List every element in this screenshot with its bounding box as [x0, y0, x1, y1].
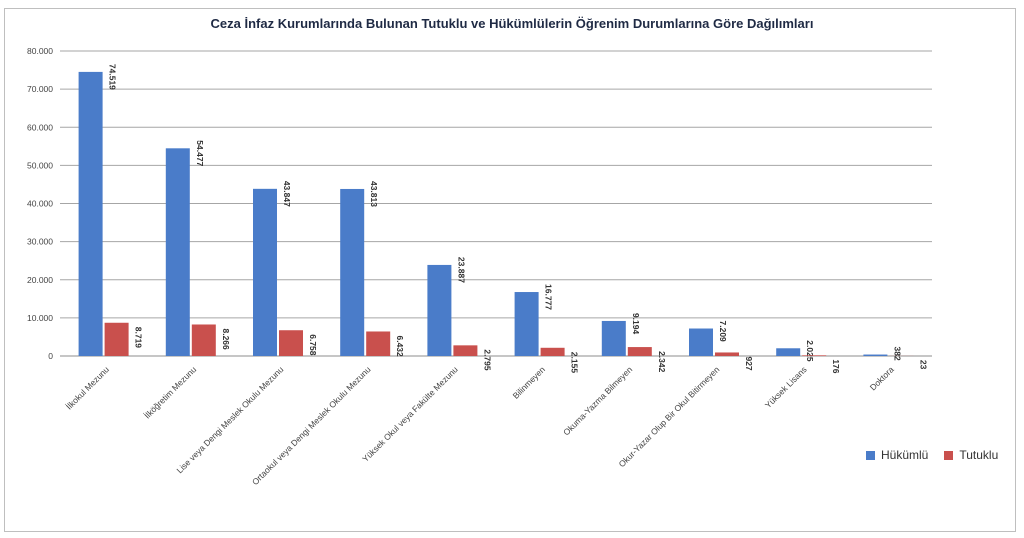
- x-tick-label: İlköğretim Mezunu: [142, 364, 198, 420]
- legend-item-tutuklu: Tutuklu: [944, 448, 998, 462]
- legend-label-hukumlu: Hükümlü: [881, 448, 929, 462]
- x-tick-label: Bilinmeyen: [511, 364, 548, 401]
- chart-title: Ceza İnfaz Kurumlarında Bulunan Tutuklu …: [210, 16, 814, 31]
- x-tick-label: Okuma-Yazma Bilmeyen: [561, 364, 634, 437]
- data-label: 6.758: [308, 334, 318, 356]
- data-label: 2.795: [482, 349, 492, 371]
- x-tick-label: Doktora: [868, 364, 896, 392]
- y-tick-label: 80.000: [27, 46, 53, 56]
- y-tick-label: 20.000: [27, 275, 53, 285]
- bar-hukumlu: [689, 328, 713, 356]
- legend-swatch-tutuklu: [944, 450, 954, 460]
- data-label: 2.155: [570, 352, 580, 374]
- bar-hukumlu: [863, 354, 888, 356]
- data-label: 927: [744, 356, 754, 370]
- bar-tutuklu: [802, 355, 827, 356]
- x-tick-label: İlkokul Mezunu: [64, 364, 111, 411]
- bar-tutuklu: [366, 331, 391, 356]
- data-label: 43.847: [282, 181, 292, 207]
- bar-tutuklu: [627, 347, 652, 356]
- y-tick-label: 60.000: [27, 122, 53, 132]
- data-label: 8.266: [221, 328, 231, 350]
- x-tick-label: Yüksek Okul veya Fakülte Mezunu: [360, 364, 460, 464]
- x-tick-label: Yüksek Lisans: [763, 364, 809, 410]
- bar-hukumlu: [427, 264, 452, 356]
- y-tick-label: 50.000: [27, 160, 53, 170]
- bar-tutuklu: [715, 352, 739, 356]
- legend-swatch-hukumlu: [866, 450, 875, 460]
- data-label: 16.777: [544, 284, 554, 310]
- bar-tutuklu: [104, 322, 129, 356]
- data-label: 2.342: [657, 351, 667, 373]
- data-label: 8.719: [134, 327, 144, 349]
- legend-item-hukumlu: Hükümlü: [866, 448, 928, 462]
- data-label: 7.209: [718, 321, 728, 343]
- bar-tutuklu: [540, 347, 565, 356]
- chart-legend: Hükümlü Tutuklu: [866, 448, 998, 462]
- bar-tutuklu: [279, 330, 303, 356]
- data-label: 176: [831, 359, 841, 373]
- bar-hukumlu: [78, 71, 103, 357]
- x-tick-label: Lise veya Dengi Meslek Okulu Mezunu: [174, 364, 285, 475]
- bar-hukumlu: [601, 320, 626, 356]
- bar-hukumlu: [340, 188, 365, 356]
- data-label: 9.194: [631, 313, 641, 335]
- data-label: 74.519: [108, 64, 118, 90]
- y-tick-label: 10.000: [27, 313, 53, 323]
- data-label: 2.025: [805, 340, 815, 362]
- legend-label-tutuklu: Tutuklu: [959, 448, 999, 462]
- bar-hukumlu: [165, 148, 190, 356]
- x-tick-label: Okur-Yazar Olup Bir Okul Bitirmeyen: [617, 364, 722, 469]
- y-tick-label: 40.000: [27, 199, 53, 209]
- bar-hukumlu: [776, 348, 801, 356]
- bar-tutuklu: [453, 345, 478, 356]
- y-tick-label: 0: [48, 351, 53, 361]
- data-label: 54.477: [195, 140, 205, 166]
- data-label: 43.813: [369, 181, 379, 207]
- bar-hukumlu: [514, 292, 539, 356]
- bar-hukumlu: [253, 188, 277, 356]
- data-label: 6.432: [395, 335, 405, 357]
- data-label: 382: [892, 347, 902, 361]
- data-label: 23: [918, 360, 928, 370]
- bar-tutuklu: [191, 324, 216, 356]
- y-tick-label: 30.000: [27, 237, 53, 247]
- data-label: 23.887: [456, 257, 466, 283]
- y-tick-label: 70.000: [27, 84, 53, 94]
